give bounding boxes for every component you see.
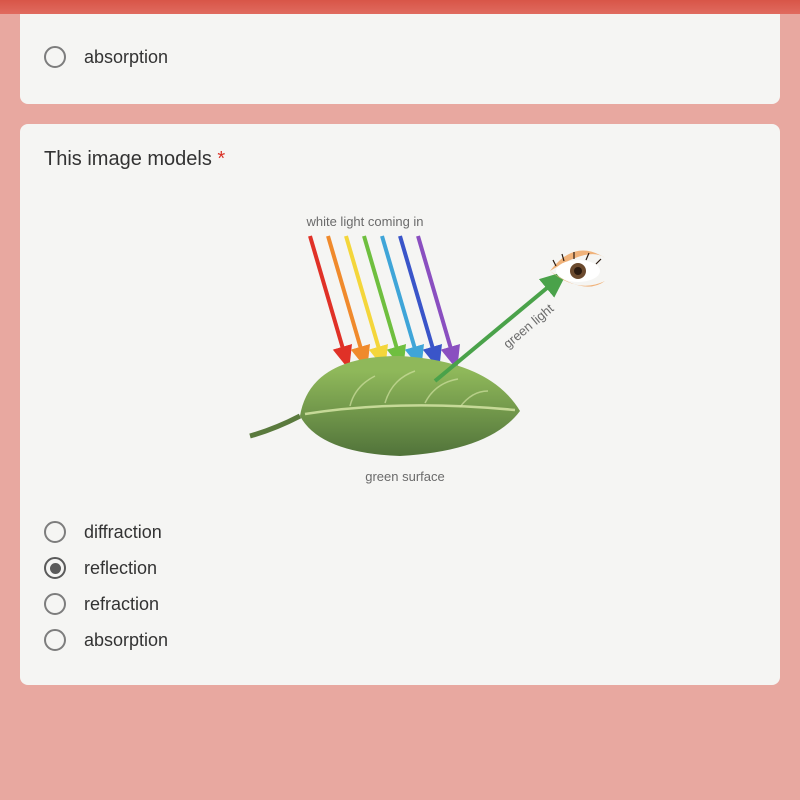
option-label: absorption <box>84 47 168 68</box>
radio-unselected[interactable] <box>44 593 66 615</box>
previous-option-row[interactable]: absorption <box>44 46 756 68</box>
option-row[interactable]: reflection <box>44 557 756 579</box>
question-card: This image models * white light coming i… <box>20 124 780 685</box>
radio-unselected[interactable] <box>44 46 66 68</box>
required-mark: * <box>217 148 225 170</box>
green-light-arrow <box>435 273 565 381</box>
option-row[interactable]: diffraction <box>44 521 756 543</box>
options-list: diffraction reflection refraction absorptio… <box>44 521 756 651</box>
option-label: refraction <box>84 594 159 615</box>
option-label: reflection <box>84 558 157 579</box>
radio-selected[interactable] <box>44 557 66 579</box>
rainbow-rays <box>310 236 456 366</box>
light-leaf-diagram: white light coming in <box>180 191 620 491</box>
question-label: This image models <box>44 148 212 170</box>
option-label: diffraction <box>84 522 162 543</box>
question-text: This image models * <box>44 148 756 171</box>
radio-unselected[interactable] <box>44 629 66 651</box>
label-incoming: white light coming in <box>305 214 423 229</box>
label-outgoing: green light <box>500 301 556 352</box>
leaf-icon <box>250 356 520 456</box>
label-surface: green surface <box>365 469 445 484</box>
option-label: absorption <box>84 630 168 651</box>
header-accent-bar <box>0 0 800 14</box>
option-row[interactable]: absorption <box>44 629 756 651</box>
option-row[interactable]: refraction <box>44 593 756 615</box>
diagram-container: white light coming in <box>44 191 756 491</box>
radio-unselected[interactable] <box>44 521 66 543</box>
previous-question-card: absorption <box>20 14 780 104</box>
